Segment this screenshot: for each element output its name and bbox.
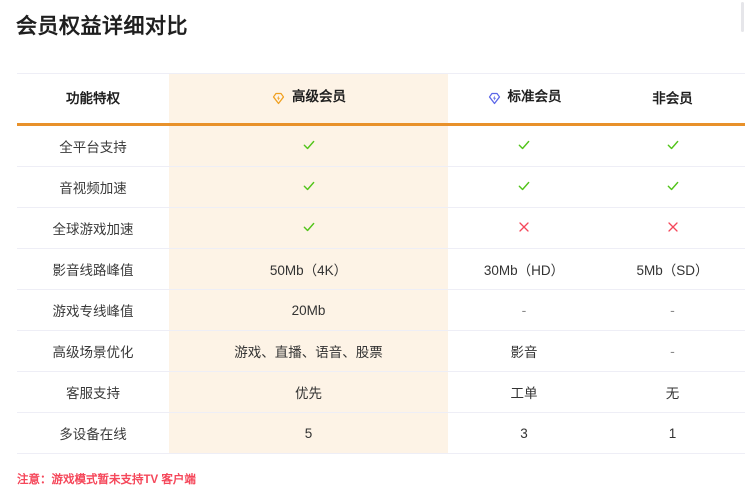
- value-cell-standard: 30Mb（HD）: [448, 248, 600, 290]
- value-cell-premium: 50Mb（4K）: [169, 248, 448, 290]
- value-text: 5Mb（SD）: [636, 263, 709, 278]
- check-icon: [517, 179, 531, 193]
- feature-name-cell: 全平台支持: [17, 124, 169, 167]
- value-text: 工单: [510, 386, 538, 401]
- value-cell-premium: [169, 166, 448, 208]
- table-row: 全球游戏加速: [17, 207, 745, 249]
- value-cell-standard: [448, 166, 600, 208]
- column-header-standard[interactable]: 标准会员: [448, 73, 600, 126]
- feature-name-cell: 多设备在线: [17, 412, 169, 454]
- column-header-premium[interactable]: 高级会员: [169, 73, 448, 126]
- value-cell-premium: [169, 124, 448, 167]
- feature-name-cell: 影音线路峰值: [17, 248, 169, 290]
- table-row: 高级场景优化 游戏、直播、语音、股票 影音 -: [17, 330, 745, 372]
- table-row: 音视频加速: [17, 166, 745, 208]
- value-cell-standard: 影音: [448, 330, 600, 372]
- column-header-feature[interactable]: 功能特权: [17, 73, 169, 126]
- value-text: 5: [304, 425, 313, 441]
- value-cell-free: 5Mb（SD）: [600, 248, 745, 290]
- value-cell-standard: [448, 124, 600, 167]
- column-header-label: 非会员: [652, 91, 693, 106]
- value-cell-standard: 3: [448, 412, 600, 454]
- value-cell-premium: [169, 207, 448, 249]
- value-text: 游戏、直播、语音、股票: [234, 345, 383, 360]
- value-text: 50Mb（4K）: [269, 263, 348, 278]
- column-header-inner: 标准会员: [487, 90, 562, 105]
- column-header-free[interactable]: 非会员: [600, 73, 745, 126]
- check-icon: [302, 220, 316, 234]
- not-available-dash: -: [521, 301, 527, 318]
- feature-name-cell: 游戏专线峰值: [17, 289, 169, 331]
- column-header-label: 功能特权: [66, 91, 120, 106]
- cross-icon: [518, 221, 530, 233]
- table-row: 全平台支持: [17, 124, 745, 167]
- vertical-scrollbar-thumb[interactable]: [741, 2, 744, 32]
- value-cell-premium: 20Mb: [169, 289, 448, 331]
- value-cell-free: [600, 207, 745, 249]
- value-text: 优先: [295, 386, 322, 401]
- value-text: 20Mb: [291, 302, 326, 318]
- column-header-inner: 非会员: [652, 92, 693, 106]
- value-cell-standard: 工单: [448, 371, 600, 413]
- table-header: 功能特权 高级会员 标准会员 非会员: [17, 73, 745, 126]
- column-header-label: 标准会员: [507, 89, 562, 105]
- footnote-warning: 注意：游戏模式暂未支持TV 客户端: [17, 474, 196, 486]
- check-icon: [302, 179, 316, 193]
- not-available-dash: -: [670, 301, 675, 318]
- value-cell-free: [600, 166, 745, 208]
- comparison-table: 功能特权 高级会员 标准会员 非会员 全平台支持 音视频加速 全球游戏加速 影音线路峰值 50…: [17, 73, 745, 454]
- value-text: 影音: [510, 345, 538, 360]
- value-text: 3: [520, 425, 528, 441]
- value-cell-free: -: [600, 289, 745, 331]
- check-icon: [666, 138, 680, 152]
- value-cell-standard: [448, 207, 600, 249]
- comparison-table-container: 功能特权 高级会员 标准会员 非会员 全平台支持 音视频加速 全球游戏加速 影音线路峰值 50…: [17, 73, 745, 454]
- value-cell-free: 1: [600, 412, 745, 454]
- value-cell-standard: -: [448, 289, 600, 331]
- feature-name-cell: 高级场景优化: [17, 330, 169, 372]
- table-row: 影音线路峰值 50Mb（4K） 30Mb（HD） 5Mb（SD）: [17, 248, 745, 290]
- diamond-orange-icon: [271, 91, 286, 106]
- table-row: 游戏专线峰值 20Mb - -: [17, 289, 745, 331]
- value-text: 无: [665, 386, 680, 401]
- table-row: 多设备在线 5 3 1: [17, 412, 745, 454]
- value-cell-free: [600, 124, 745, 167]
- feature-name-cell: 客服支持: [17, 371, 169, 413]
- column-header-inner: 高级会员: [271, 90, 346, 105]
- value-text: 1: [668, 425, 677, 441]
- value-cell-free: 无: [600, 371, 745, 413]
- check-icon: [666, 179, 680, 193]
- column-header-label: 高级会员: [292, 89, 346, 105]
- value-cell-premium: 优先: [169, 371, 448, 413]
- table-row: 客服支持 优先 工单 无: [17, 371, 745, 413]
- cross-icon: [667, 221, 679, 233]
- column-header-inner: 功能特权: [66, 92, 120, 106]
- table-header-row: 功能特权 高级会员 标准会员 非会员: [17, 73, 745, 126]
- check-icon: [517, 138, 531, 152]
- feature-name-cell: 音视频加速: [17, 166, 169, 208]
- feature-name-cell: 全球游戏加速: [17, 207, 169, 249]
- diamond-blue-icon: [487, 91, 502, 106]
- value-text: 30Mb（HD）: [483, 263, 565, 278]
- value-cell-premium: 游戏、直播、语音、股票: [169, 330, 448, 372]
- value-cell-free: -: [600, 330, 745, 372]
- check-icon: [302, 138, 316, 152]
- value-cell-premium: 5: [169, 412, 448, 454]
- page-title: 会员权益详细对比: [16, 15, 188, 38]
- table-body: 全平台支持 音视频加速 全球游戏加速 影音线路峰值 50Mb（4K） 30Mb（HD） 5M…: [17, 124, 745, 454]
- not-available-dash: -: [670, 342, 675, 359]
